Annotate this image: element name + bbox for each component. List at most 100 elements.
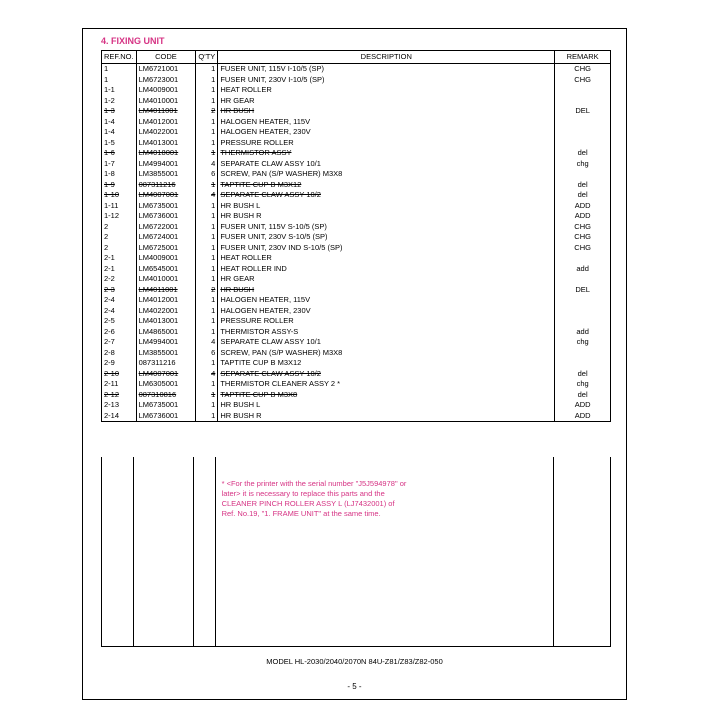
cell-desc: HR BUSH [218, 106, 555, 117]
cell-code: LM4011001 [136, 106, 196, 117]
cell-remark [555, 138, 611, 149]
cell-qty: 1 [196, 253, 218, 264]
table-row: 2LM67240011FUSER UNIT, 230V S-10/5 (SP)C… [102, 232, 611, 243]
note-line: CLEANER PINCH ROLLER ASSY L (LJ7432001) … [222, 499, 407, 509]
parts-table: REF.NO. CODE Q'TY DESCRIPTION REMARK 1LM… [101, 50, 611, 422]
cell-code: 087310816 [136, 390, 196, 401]
cell-code: LM3855001 [136, 169, 196, 180]
cell-qty: 1 [196, 379, 218, 390]
cell-code: LM6725001 [136, 243, 196, 254]
cell-code: LM6723001 [136, 75, 196, 86]
cell-desc: PRESSURE ROLLER [218, 316, 555, 327]
table-row: 1-5LM40130011PRESSURE ROLLER [102, 138, 611, 149]
header-remark: REMARK [555, 51, 611, 64]
cell-code: LM6736001 [136, 211, 196, 222]
cell-ref: 1-4 [102, 117, 137, 128]
table-row: 2LM67220011FUSER UNIT, 115V S-10/5 (SP)C… [102, 222, 611, 233]
cell-ref: 1-7 [102, 159, 137, 170]
cell-code: LM6735001 [136, 400, 196, 411]
cell-code: LM4009001 [136, 253, 196, 264]
cell-ref: 2-10 [102, 369, 137, 380]
cell-code: LM4994001 [136, 159, 196, 170]
cell-remark: chg [555, 159, 611, 170]
cell-desc: TAPTITE CUP B M3X12 [218, 358, 555, 369]
table-row: 1-1LM40090011HEAT ROLLER [102, 85, 611, 96]
cell-qty: 1 [196, 180, 218, 191]
cell-desc: FUSER UNIT, 115V S-10/5 (SP) [218, 222, 555, 233]
cell-ref: 1-1 [102, 85, 137, 96]
table-row: 2-4LM40220011HALOGEN HEATER, 230V [102, 306, 611, 317]
table-row: 1-4LM40120011HALOGEN HEATER, 115V [102, 117, 611, 128]
cell-code: LM4994001 [136, 337, 196, 348]
table-row: 2-3LM40110012HR BUSHDEL [102, 285, 611, 296]
note-col-code [134, 457, 194, 646]
cell-desc: PRESSURE ROLLER [218, 138, 555, 149]
cell-qty: 4 [196, 190, 218, 201]
cell-remark: CHG [555, 64, 611, 75]
cell-desc: HALOGEN HEATER, 115V [218, 295, 555, 306]
cell-ref: 2 [102, 222, 137, 233]
cell-remark: ADD [555, 211, 611, 222]
section-title: 4. FIXING UNIT [101, 36, 165, 46]
cell-ref: 2-13 [102, 400, 137, 411]
cell-remark: del [555, 190, 611, 201]
cell-ref: 2-7 [102, 337, 137, 348]
cell-ref: 1-8 [102, 169, 137, 180]
cell-qty: 1 [196, 96, 218, 107]
cell-desc: SCREW, PAN (S/P WASHER) M3X8 [218, 169, 555, 180]
cell-remark [555, 306, 611, 317]
cell-remark [555, 85, 611, 96]
table-row: 1-10LM40070014SEPARATE CLAW ASSY 10/2del [102, 190, 611, 201]
cell-desc: HEAT ROLLER [218, 85, 555, 96]
cell-remark [555, 169, 611, 180]
cell-ref: 2-1 [102, 253, 137, 264]
cell-code: LM4013001 [136, 316, 196, 327]
note-col-desc: * <For the printer with the serial numbe… [216, 457, 555, 646]
cell-qty: 1 [196, 85, 218, 96]
cell-remark: chg [555, 379, 611, 390]
cell-qty: 1 [196, 274, 218, 285]
cell-qty: 1 [196, 400, 218, 411]
cell-ref: 2-11 [102, 379, 137, 390]
table-row: 2-14LM67360011HR BUSH RADD [102, 411, 611, 422]
cell-desc: HEAT ROLLER [218, 253, 555, 264]
cell-code: LM6305001 [136, 379, 196, 390]
cell-desc: HR BUSH L [218, 400, 555, 411]
cell-qty: 1 [196, 316, 218, 327]
cell-remark [555, 348, 611, 359]
cell-ref: 2-1 [102, 264, 137, 275]
cell-desc: FUSER UNIT, 115V I-10/5 (SP) [218, 64, 555, 75]
cell-desc: HEAT ROLLER IND [218, 264, 555, 275]
table-row: 2-120873108161TAPTITE CUP B M3X8del [102, 390, 611, 401]
cell-qty: 1 [196, 117, 218, 128]
table-row: 2-10LM40070014SEPARATE CLAW ASSY 10/2del [102, 369, 611, 380]
cell-desc: HALOGEN HEATER, 230V [218, 306, 555, 317]
cell-code: 087311216 [136, 180, 196, 191]
cell-desc: SEPARATE CLAW ASSY 10/2 [218, 369, 555, 380]
cell-remark: ADD [555, 400, 611, 411]
table-row: 2-13LM67350011HR BUSH LADD [102, 400, 611, 411]
table-row: 2-4LM40120011HALOGEN HEATER, 115V [102, 295, 611, 306]
table-row: 1LM67210011FUSER UNIT, 115V I-10/5 (SP)C… [102, 64, 611, 75]
table-row: 2-2LM40100011HR GEAR [102, 274, 611, 285]
cell-desc: SCREW, PAN (S/P WASHER) M3X8 [218, 348, 555, 359]
cell-remark [555, 96, 611, 107]
table-row: 2-5LM40130011PRESSURE ROLLER [102, 316, 611, 327]
table-row: 1-8LM38550016SCREW, PAN (S/P WASHER) M3X… [102, 169, 611, 180]
cell-qty: 4 [196, 159, 218, 170]
cell-ref: 2-6 [102, 327, 137, 338]
cell-remark: CHG [555, 232, 611, 243]
cell-code: LM4022001 [136, 127, 196, 138]
cell-ref: 1-9 [102, 180, 137, 191]
cell-code: LM4865001 [136, 327, 196, 338]
cell-code: LM4009001 [136, 85, 196, 96]
cell-qty: 6 [196, 169, 218, 180]
cell-code: LM6545001 [136, 264, 196, 275]
cell-code: LM6735001 [136, 201, 196, 212]
cell-remark [555, 127, 611, 138]
cell-remark: del [555, 148, 611, 159]
cell-remark [555, 358, 611, 369]
note-col-remark [554, 457, 610, 646]
cell-ref: 2-12 [102, 390, 137, 401]
table-row: 2-11LM63050011THERMISTOR CLEANER ASSY 2 … [102, 379, 611, 390]
